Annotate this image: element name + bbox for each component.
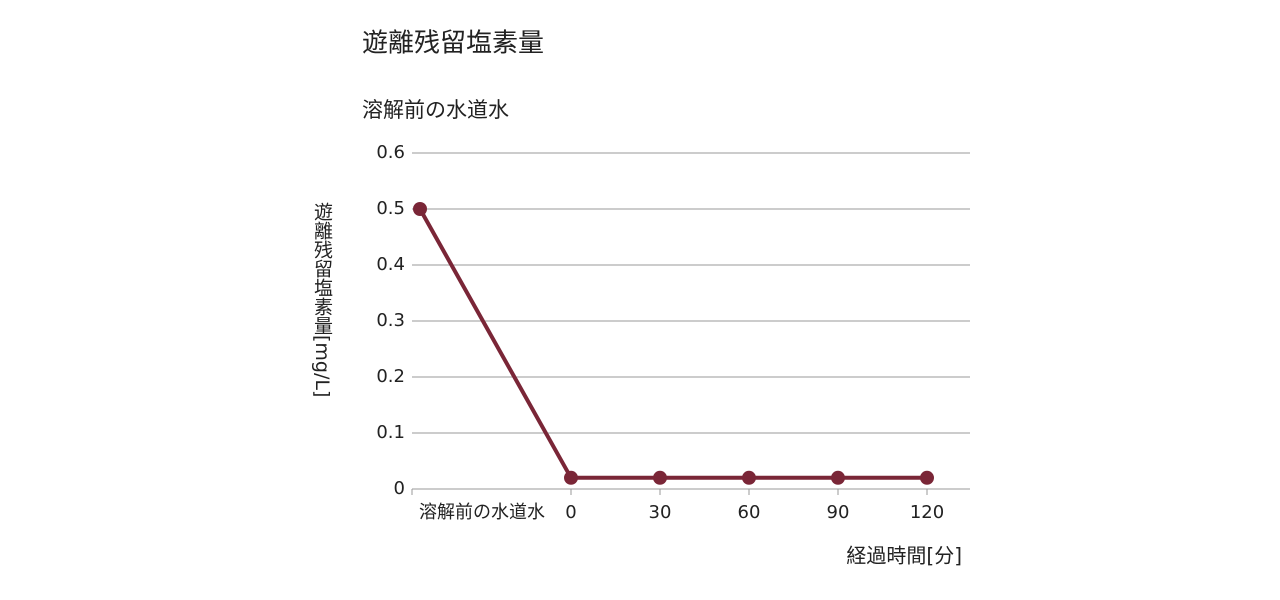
data-point — [831, 470, 845, 485]
chart-title: 遊離残留塩素量 — [362, 29, 544, 59]
data-point — [920, 470, 934, 485]
y-tick-label: 0.5 — [376, 198, 405, 219]
x-tick-label: 90 — [827, 502, 850, 523]
y-tick-label: 0 — [394, 478, 405, 499]
y-tick-label: 0.3 — [376, 310, 405, 331]
x-axis-label: 経過時間[分] — [846, 544, 962, 568]
x-tick-label: 60 — [738, 502, 761, 523]
y-tick-label: 0.4 — [376, 254, 405, 275]
data-line — [418, 208, 927, 480]
data-point — [653, 470, 667, 485]
x-tick-label: 120 — [910, 502, 944, 523]
x-tick-label: 0 — [565, 502, 576, 523]
x-tick-label: 30 — [649, 502, 672, 523]
data-point — [742, 470, 756, 485]
data-point — [413, 202, 427, 216]
y-axis-label: 遊離残留塩素量[mg/L] — [311, 202, 333, 398]
data-point — [564, 470, 578, 485]
chart-subtitle: 溶解前の水道水 — [362, 98, 509, 122]
x-tick-label: 溶解前の水道水 — [419, 502, 545, 523]
y-tick-label: 0.6 — [376, 142, 405, 163]
y-tick-label: 0.2 — [376, 366, 405, 387]
y-tick-label: 0.1 — [376, 422, 405, 443]
